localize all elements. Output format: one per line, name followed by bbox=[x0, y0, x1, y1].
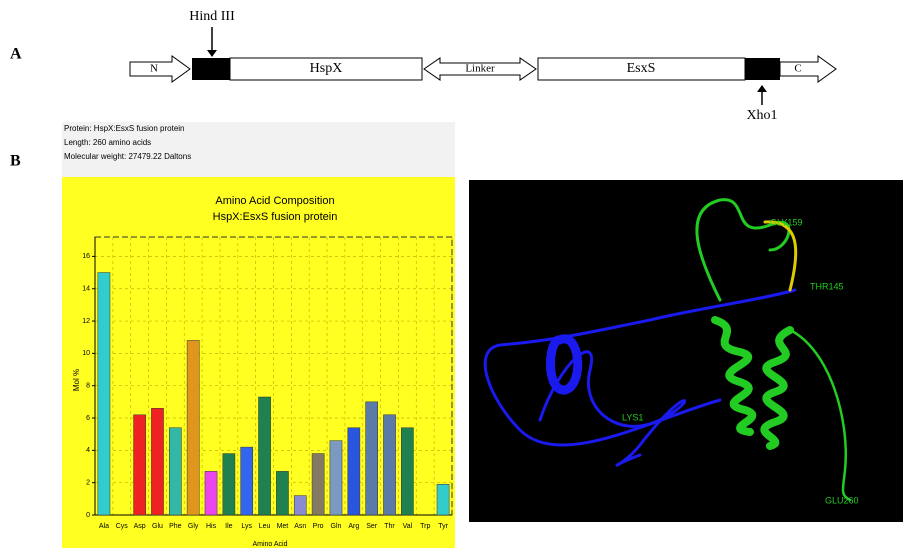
x-tick-label: Pro bbox=[313, 523, 324, 530]
info-line: Molecular weight: 27479.22 Daltons bbox=[64, 152, 191, 161]
arrow-head bbox=[757, 85, 767, 92]
x-tick-label: Glu bbox=[152, 523, 163, 530]
x-tick-label: Cys bbox=[116, 523, 129, 530]
bar bbox=[293, 495, 307, 516]
residue-label: LYS1 bbox=[622, 412, 643, 422]
x-tick-label: Lys bbox=[241, 523, 252, 530]
x-tick-label: Trp bbox=[420, 523, 430, 530]
x-tick-label: Asn bbox=[294, 523, 306, 530]
x-tick-label: Thr bbox=[384, 523, 395, 530]
x-tick-label: Ser bbox=[366, 523, 378, 530]
restriction-site bbox=[745, 58, 780, 80]
x-tick-label: Ala bbox=[99, 523, 109, 530]
panel-letter: B bbox=[10, 153, 21, 170]
info-box bbox=[62, 122, 455, 177]
chart-subtitle: HspX:EsxS fusion protein bbox=[213, 211, 338, 223]
site-label: Hind III bbox=[189, 9, 235, 24]
bar bbox=[151, 408, 164, 516]
bar bbox=[240, 446, 254, 516]
segment-label: Linker bbox=[465, 63, 495, 75]
y-tick-label: 2 bbox=[86, 480, 90, 487]
bar bbox=[401, 427, 414, 516]
segment-n bbox=[129, 55, 191, 83]
x-tick-label: Met bbox=[277, 523, 289, 530]
segment-label: EsxS bbox=[627, 61, 656, 76]
chart-title: Amino Acid Composition bbox=[215, 195, 334, 207]
bar bbox=[365, 401, 378, 516]
y-tick-label: 8 bbox=[86, 383, 90, 390]
info-line: Protein: HspX:EsxS fusion protein bbox=[64, 124, 185, 133]
y-tick-label: 12 bbox=[82, 318, 90, 325]
x-axis-label: Amino Acid bbox=[252, 541, 287, 548]
x-tick-label: Ile bbox=[225, 523, 233, 530]
bar bbox=[97, 272, 111, 516]
arrow-head bbox=[207, 50, 217, 57]
y-tick-label: 6 bbox=[86, 415, 90, 422]
residue-label: GLU260 bbox=[825, 495, 859, 505]
structure-ribbon bbox=[483, 198, 852, 502]
restriction-site bbox=[192, 58, 230, 80]
bar bbox=[222, 453, 236, 516]
y-tick-label: 4 bbox=[86, 447, 90, 454]
site-label: Xho1 bbox=[746, 108, 777, 123]
x-tick-label: Arg bbox=[348, 523, 359, 530]
y-tick-label: 16 bbox=[82, 253, 90, 260]
bar bbox=[186, 340, 200, 516]
bar bbox=[329, 440, 343, 516]
x-tick-label: Gln bbox=[331, 523, 342, 530]
bar bbox=[169, 427, 182, 516]
segment-hspx bbox=[229, 57, 423, 81]
y-tick-label: 10 bbox=[82, 350, 90, 357]
panel-letter: A bbox=[10, 46, 22, 63]
residue-label: THR145 bbox=[810, 281, 844, 291]
x-tick-label: Asp bbox=[134, 523, 146, 530]
y-tick-label: 14 bbox=[82, 286, 90, 293]
x-tick-label: Phe bbox=[169, 523, 182, 530]
x-tick-label: His bbox=[206, 523, 217, 530]
segment-label: N bbox=[150, 63, 158, 75]
x-tick-label: Tyr bbox=[438, 523, 448, 530]
x-tick-label: Leu bbox=[259, 523, 271, 530]
bar bbox=[311, 453, 325, 516]
segment-label: HspX bbox=[310, 61, 343, 76]
structure-image bbox=[469, 180, 903, 522]
bar bbox=[436, 484, 450, 516]
bar bbox=[133, 414, 146, 516]
bar bbox=[347, 427, 361, 516]
bar bbox=[383, 414, 396, 516]
bar bbox=[204, 471, 218, 516]
residue-label: GLY159 bbox=[770, 217, 802, 227]
x-tick-label: Gly bbox=[188, 523, 199, 530]
y-axis-label: Mol % bbox=[72, 369, 81, 391]
bar bbox=[258, 396, 271, 516]
bar bbox=[276, 471, 289, 516]
segment-linker bbox=[423, 57, 537, 81]
segment-label: C bbox=[794, 63, 801, 75]
info-line: Length: 260 amino acids bbox=[64, 138, 151, 147]
y-tick-label: 0 bbox=[86, 512, 90, 519]
x-tick-label: Val bbox=[403, 523, 413, 530]
segment-c bbox=[779, 55, 837, 83]
